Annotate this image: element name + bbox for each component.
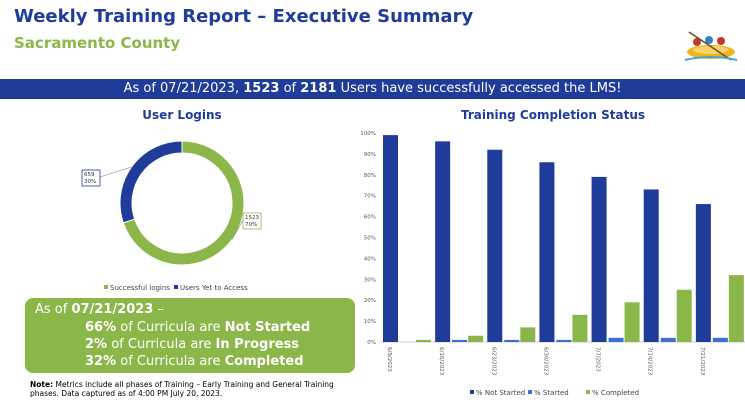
bar xyxy=(539,162,554,342)
legend-label: % Started xyxy=(534,389,569,397)
summary-line: 2% of Curricula are In Progress xyxy=(85,337,299,352)
donut-slice xyxy=(120,141,182,223)
summary-status: In Progress xyxy=(216,337,300,352)
bar xyxy=(556,340,571,342)
x-tick-label: 6/30/2023 xyxy=(542,347,548,376)
x-tick-label: 7/14/2023 xyxy=(647,347,653,376)
bar xyxy=(677,290,692,342)
legend-label: % Not Started xyxy=(476,389,525,397)
y-tick-label: 20% xyxy=(364,298,376,304)
x-tick-label: 6/23/2023 xyxy=(490,347,496,376)
y-tick-label: 80% xyxy=(364,173,376,179)
y-tick-label: 50% xyxy=(364,236,376,242)
bar xyxy=(661,338,676,342)
summary-date: 07/21/2023 xyxy=(71,302,153,317)
bar xyxy=(572,315,587,342)
bar xyxy=(644,189,659,342)
y-tick-label: 90% xyxy=(364,152,376,158)
y-tick-label: 70% xyxy=(364,194,376,200)
summary-percent: 32% xyxy=(85,354,116,369)
bar xyxy=(504,340,519,342)
summary-line: 66% of Curricula are Not Started xyxy=(85,320,310,335)
note: Note: Metrics include all phases of Trai… xyxy=(30,380,350,398)
legend-label: Users Yet to Access xyxy=(180,284,248,292)
summary-text: of Curricula are xyxy=(111,337,211,352)
data-label-percent: 30% xyxy=(84,179,96,185)
summary-status: Not Started xyxy=(225,320,311,335)
data-label: 1523 xyxy=(245,215,259,221)
x-tick-label: 7/7/2023 xyxy=(595,347,601,372)
data-label-percent: 70% xyxy=(245,222,257,228)
summary-heading: As of 07/21/2023 – xyxy=(35,302,164,317)
chart-title: User Logins xyxy=(142,108,221,122)
summary-text: As of xyxy=(35,302,67,317)
bar xyxy=(416,340,431,342)
y-tick-label: 0% xyxy=(367,340,376,346)
page: Weekly Training Report – Executive Summa… xyxy=(0,0,745,405)
y-tick-label: 30% xyxy=(364,277,376,283)
bar xyxy=(729,275,744,342)
summary-percent: 2% xyxy=(85,337,107,352)
summary-status: Completed xyxy=(225,354,304,369)
legend-swatch xyxy=(174,285,178,289)
x-tick-label: 6/9/2023 xyxy=(386,347,392,372)
legend-swatch xyxy=(470,390,474,394)
legend-label: Successful logins xyxy=(110,284,170,292)
bar xyxy=(592,177,607,342)
data-label: 659 xyxy=(84,172,95,178)
chart-title: Training Completion Status xyxy=(461,108,645,122)
bar xyxy=(609,338,624,342)
note-text: Metrics include all phases of Training –… xyxy=(30,380,334,398)
legend-label: % Completed xyxy=(592,389,639,397)
bar xyxy=(625,302,640,342)
bar xyxy=(468,336,483,342)
bar xyxy=(435,141,450,342)
legend-swatch xyxy=(586,390,590,394)
note-label: Note: xyxy=(30,380,53,389)
summary-percent: 66% xyxy=(85,320,116,335)
bar xyxy=(696,204,711,342)
x-tick-label: 6/16/2023 xyxy=(438,347,444,376)
bar xyxy=(452,340,467,342)
bar xyxy=(487,150,502,342)
legend-swatch xyxy=(528,390,532,394)
summary-text: of Curricula are xyxy=(120,354,220,369)
legend-swatch xyxy=(104,285,108,289)
summary-line: 32% of Curricula are Completed xyxy=(85,354,304,369)
bar xyxy=(713,338,728,342)
y-tick-label: 60% xyxy=(364,215,376,221)
summary-text: – xyxy=(157,302,164,317)
y-tick-label: 10% xyxy=(364,319,376,325)
y-tick-label: 100% xyxy=(360,131,376,137)
summary-box: As of 07/21/2023 – 66% of Curricula are … xyxy=(25,298,355,373)
y-tick-label: 40% xyxy=(364,256,376,262)
summary-text: of Curricula are xyxy=(120,320,220,335)
bar xyxy=(520,327,535,342)
bar xyxy=(383,135,398,342)
x-tick-label: 7/21/2023 xyxy=(699,347,705,376)
